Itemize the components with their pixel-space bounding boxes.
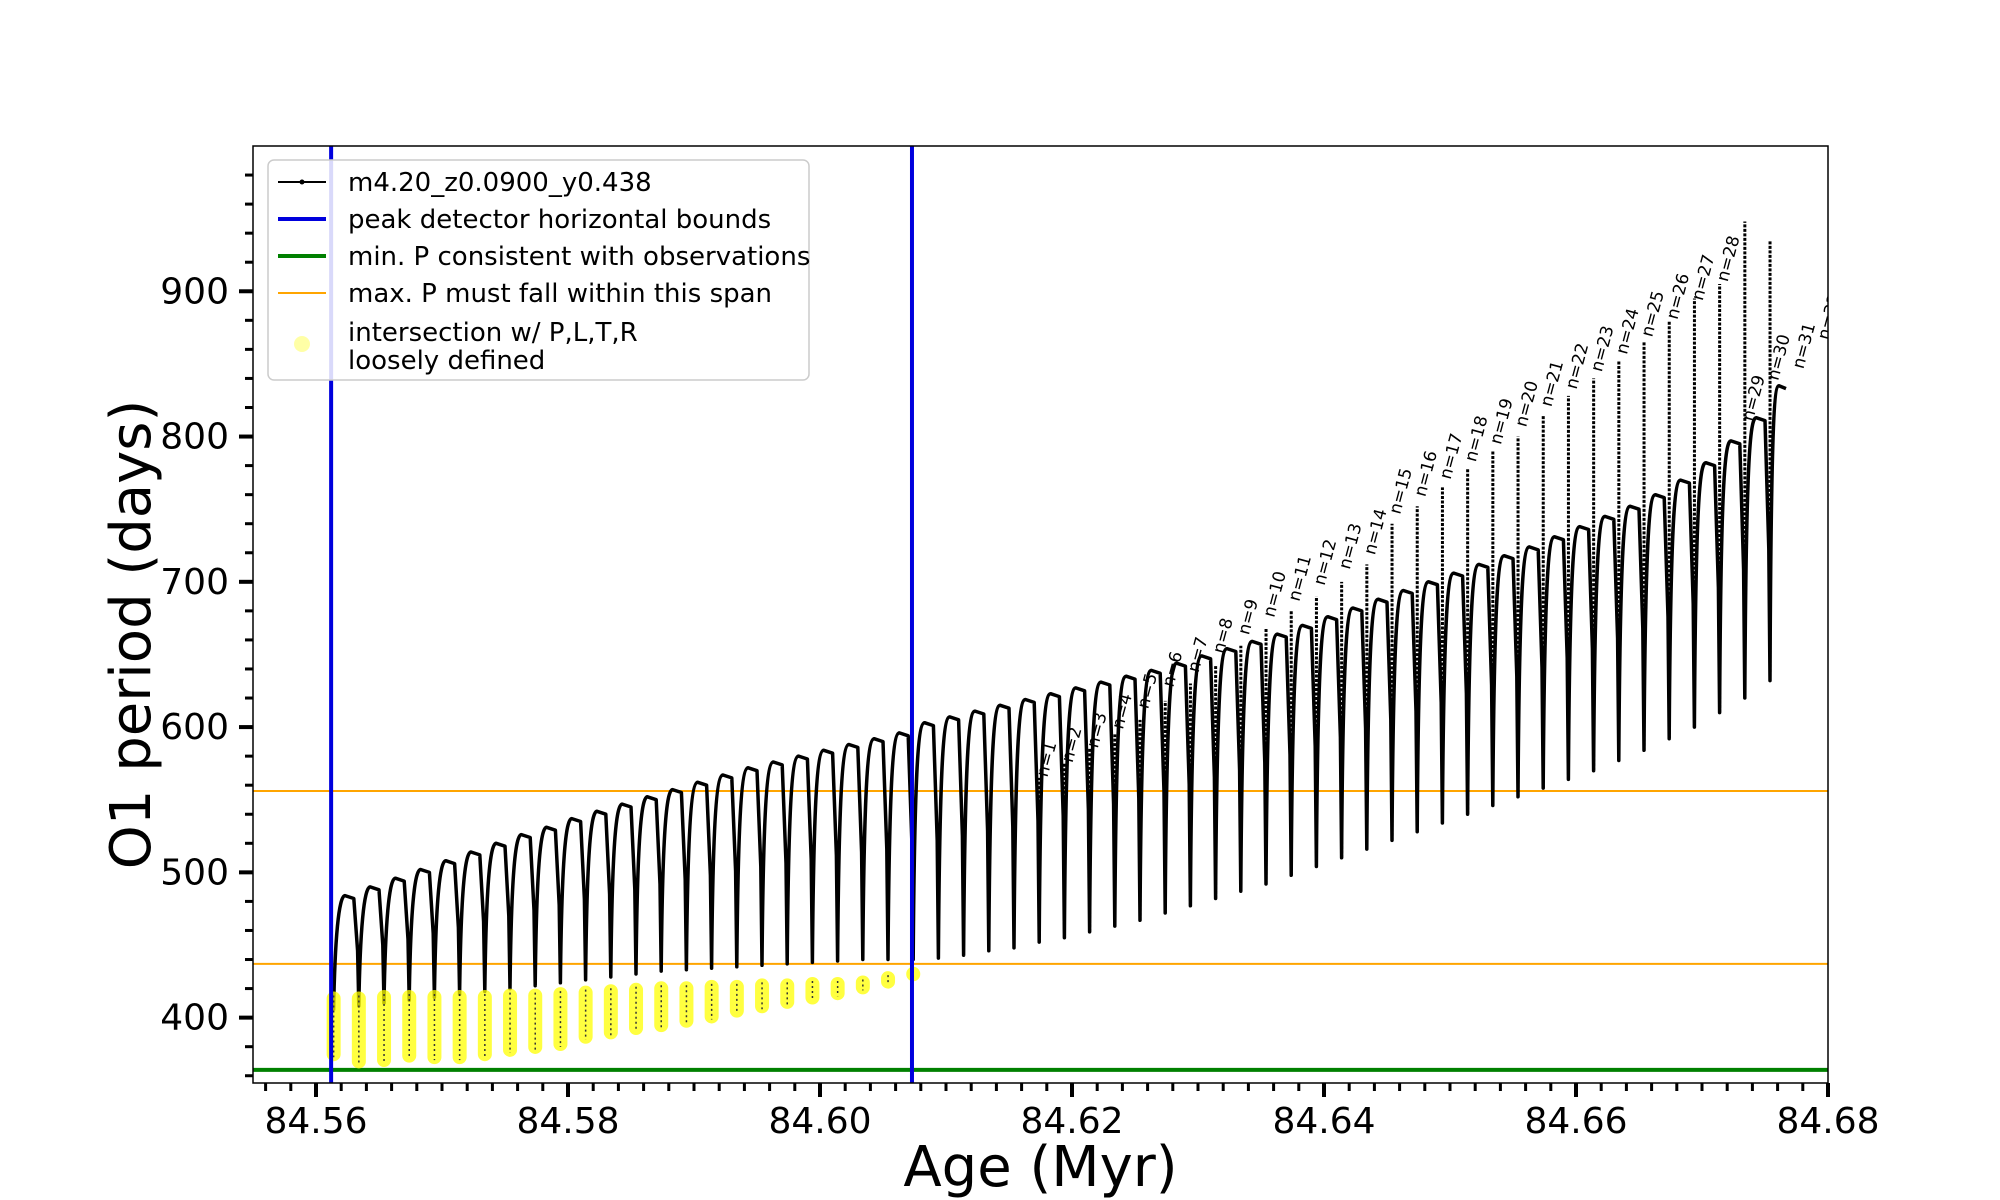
intersection-cluster-10	[553, 987, 568, 1052]
legend-label-line: min. P consistent with observations	[348, 242, 810, 272]
intersection-cluster-6	[452, 990, 467, 1065]
legend-handle-5	[294, 336, 310, 352]
x-tick-label-7: 84.68	[1776, 1101, 1879, 1142]
legend-marker-1	[299, 179, 305, 185]
intersection-cluster-15	[679, 981, 694, 1028]
intersection-cluster-17	[729, 979, 744, 1018]
legend-label-line: intersection w/ P,L,T,R	[348, 318, 638, 348]
intersection-cluster-2	[351, 991, 366, 1069]
y-tick-label-2: 500	[160, 852, 229, 893]
legend-label-line: m4.20_z0.0900_y0.438	[348, 168, 652, 198]
x-tick-label-1: 84.56	[264, 1101, 367, 1142]
legend-label-1: m4.20_z0.0900_y0.438	[348, 168, 652, 198]
x-tick-label-4: 84.62	[1020, 1101, 1123, 1142]
y-tick-label-4: 700	[160, 562, 229, 603]
intersection-cluster-5	[427, 990, 442, 1065]
intersection-cluster-12	[603, 984, 618, 1040]
legend-label-line: peak detector horizontal bounds	[348, 205, 771, 235]
intersection-cluster-9	[528, 988, 543, 1054]
legend-label-line: loosely defined	[348, 346, 545, 376]
y-axis-title: O1 period (days)	[99, 400, 164, 870]
plot-frame	[252, 145, 1829, 1084]
axes: 84.56 84.58 84.60 84.62 84.64 84.66 84.68 400 50…	[160, 173, 1880, 1142]
x-tick-label-3: 84.60	[768, 1101, 871, 1142]
y-tick-label-5: 800	[160, 417, 229, 458]
legend-label-2: peak detector horizontal bounds	[348, 205, 771, 235]
intersection-cluster-4	[402, 990, 417, 1063]
y-tick-label-1: 400	[160, 998, 229, 1039]
legend-label-line: max. P must fall within this span	[348, 279, 772, 309]
series-period-track	[331, 383, 1787, 1011]
legend-label-4: max. P must fall within this span	[348, 279, 772, 309]
intersection-cluster-20	[805, 976, 820, 1005]
intersection-cluster-18	[755, 978, 770, 1014]
intersection-cluster-13	[629, 982, 644, 1036]
y-tick-label-3: 600	[160, 707, 229, 748]
intersection-cluster-16	[704, 979, 719, 1024]
legend-label-5: intersection w/ P,L,T,R loosely defined	[348, 318, 638, 376]
x-tick-label-6: 84.66	[1524, 1101, 1627, 1142]
x-tick-label-5: 84.64	[1272, 1101, 1375, 1142]
y-tick-label-6: 900	[160, 271, 229, 312]
intersection-cluster-3	[377, 990, 392, 1068]
x-axis-title: Age (Myr)	[903, 1135, 1177, 1200]
x-tick-label-2: 84.58	[516, 1101, 619, 1142]
intersection-cluster-23	[881, 971, 896, 989]
legend-label-3: min. P consistent with observations	[348, 242, 810, 272]
intersection-cluster-21	[830, 976, 845, 1001]
legend-box	[267, 159, 810, 381]
